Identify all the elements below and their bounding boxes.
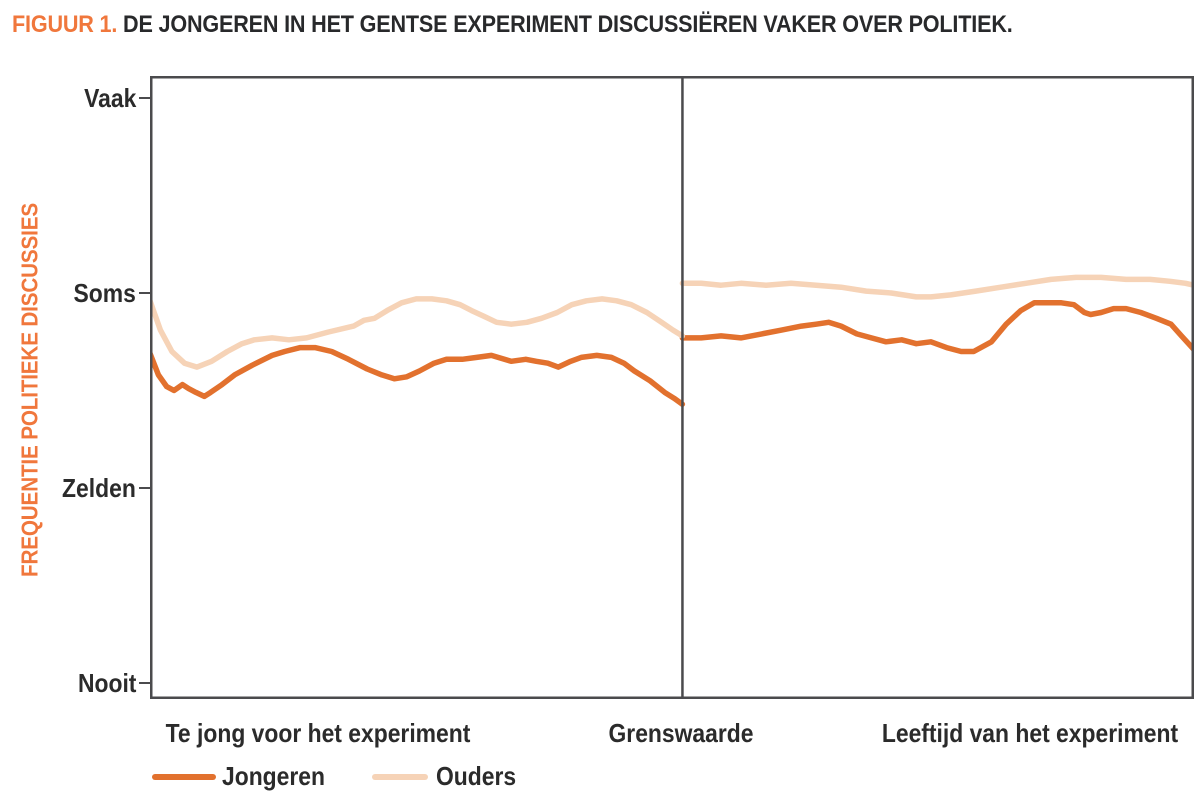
y-tick-mark	[139, 97, 151, 99]
series-line-ouders	[679, 274, 1194, 300]
figure-title-text: DE JONGEREN IN HET GENTSE EXPERIMENT DIS…	[117, 11, 1013, 38]
y-tick-mark	[139, 292, 151, 294]
x-section-label-left: Te jong voor het experiment	[165, 718, 471, 748]
x-section-label-right: Leeftijd van het experiment	[881, 718, 1179, 748]
legend-label-ouders: Ouders	[436, 761, 517, 791]
series-line-ouders	[150, 296, 686, 370]
y-axis-label: FREQUENTIE POLITIEKE DISCUSSIES	[16, 203, 43, 577]
y-tick-mark	[139, 487, 151, 489]
legend-swatch-jongeren	[152, 774, 216, 780]
legend: Jongeren Ouders	[0, 762, 1200, 792]
legend-swatch-ouders	[372, 774, 428, 780]
y-tick-mark	[139, 682, 151, 684]
plot-area	[150, 76, 1194, 699]
figure-title-prefix: FIGUUR 1.	[12, 11, 118, 38]
y-tick-label-nooit: Nooit	[77, 668, 136, 698]
legend-label-jongeren: Jongeren	[222, 761, 325, 791]
y-tick-label-vaak: Vaak	[83, 83, 136, 113]
plot-frame	[150, 76, 1194, 699]
series-line-jongeren	[150, 344, 686, 407]
figure-title: FIGUUR 1. DE JONGEREN IN HET GENTSE EXPE…	[12, 11, 1013, 38]
x-section-label-cutoff: Grenswaarde	[608, 718, 754, 748]
y-tick-label-zelden: Zelden	[62, 473, 136, 503]
series-line-jongeren	[679, 300, 1194, 355]
y-tick-label-soms: Soms	[73, 278, 136, 308]
